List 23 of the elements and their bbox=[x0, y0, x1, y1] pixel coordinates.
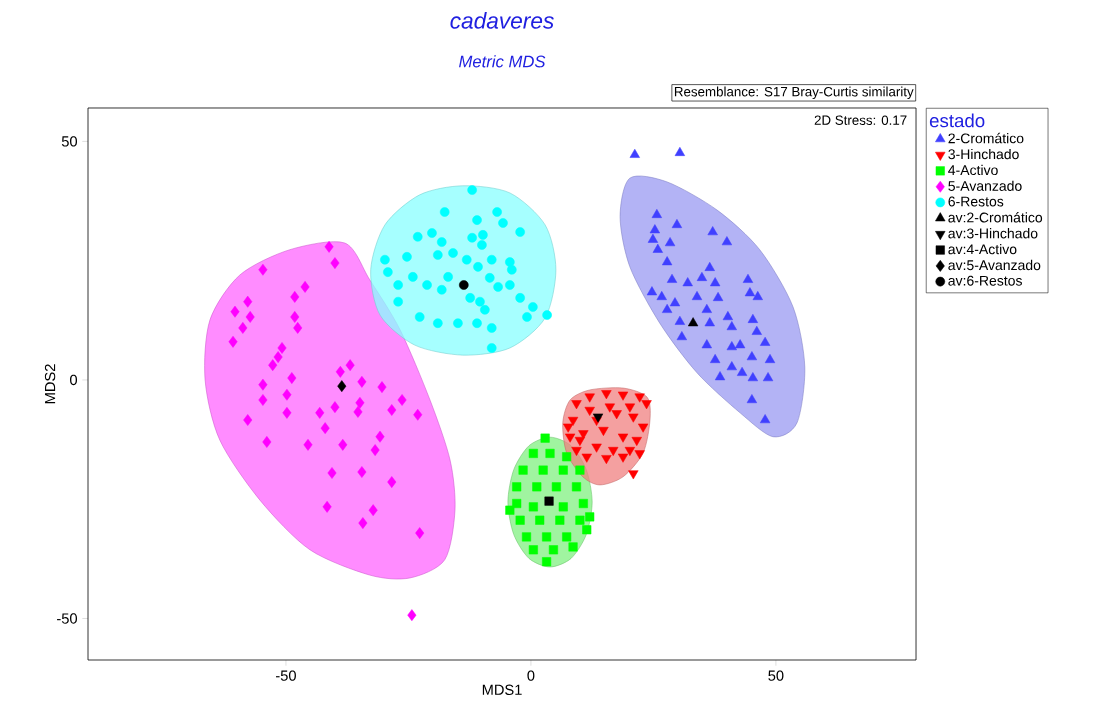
x-tick-label: 0 bbox=[527, 670, 535, 681]
legend-label: 5-Avanzado bbox=[948, 180, 1022, 191]
x-tick-label: -50 bbox=[275, 670, 296, 681]
legend-label: 2-Cromático bbox=[948, 132, 1024, 144]
legend-label: 6-Restos bbox=[948, 196, 1004, 207]
legend-label: 3-Hinchado bbox=[948, 148, 1019, 160]
legend-label: av:5-Avanzado bbox=[948, 259, 1041, 271]
x-tick-label: 50 bbox=[768, 670, 784, 681]
y-axis-title: MDS2 bbox=[44, 364, 56, 404]
y-tick-label: 50 bbox=[61, 136, 78, 147]
y-tick-label: 0 bbox=[70, 374, 78, 386]
y-tick-label: -50 bbox=[57, 613, 78, 624]
x-axis-title: MDS1 bbox=[482, 684, 522, 695]
legend-label: av:4-Activo bbox=[948, 243, 1017, 255]
annotation: 2D Stress: 0.17 bbox=[814, 115, 907, 125]
legend-label: av:3-Hinchado bbox=[948, 228, 1038, 239]
text: Resemblance: S17 Bray-Curtis similarity bbox=[674, 86, 914, 100]
legend-label: av:6-Restos bbox=[948, 275, 1022, 286]
chart-title: cadaveres bbox=[450, 12, 554, 29]
chart-subtitle: Metric MDS bbox=[459, 55, 546, 68]
legend-label: av:2-Cromático bbox=[948, 212, 1043, 223]
legend-label: 4-Activo bbox=[948, 164, 998, 176]
legend-title: estado bbox=[929, 113, 985, 128]
